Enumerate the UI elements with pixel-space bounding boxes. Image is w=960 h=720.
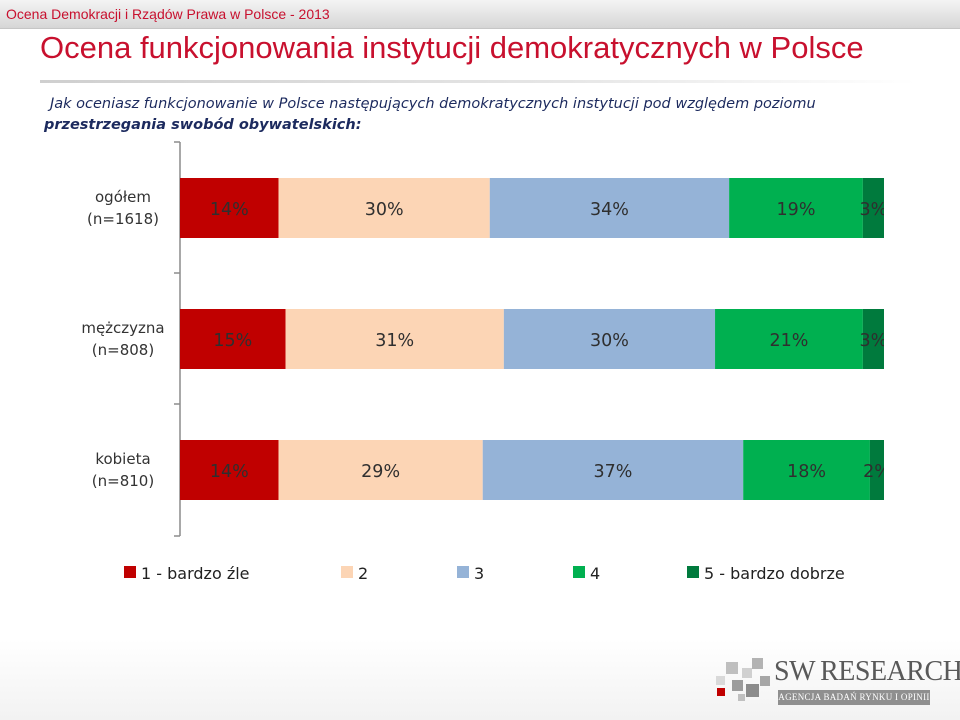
legend-swatch: [573, 566, 585, 578]
logo-subtitle: AGENCJA BADAŃ RYNKU I OPINII: [778, 690, 930, 705]
data-label: 34%: [590, 200, 629, 220]
category-label-line: mężczyzna: [81, 319, 164, 337]
legend-swatch: [341, 566, 353, 578]
category-label-line: kobieta: [95, 450, 150, 468]
logo-wordmark: SW RESEARCH: [774, 656, 960, 688]
logo-word-sw: SW: [774, 656, 816, 687]
bar-segment: [180, 309, 286, 369]
bar-segment: [715, 309, 863, 369]
bar-segment: [503, 309, 716, 369]
footer: [0, 640, 960, 720]
question-line-2: przestrzegania swobód obywatelskich:: [44, 117, 362, 133]
data-label: 14%: [210, 462, 249, 482]
legend-label: 4: [590, 564, 600, 583]
data-label: 31%: [375, 331, 414, 351]
bar-segment: [278, 440, 483, 500]
data-label: 37%: [594, 462, 633, 482]
top-bar: Ocena Demokracji i Rządów Prawa w Polsce…: [0, 0, 960, 29]
category-label-line: (n=810): [92, 472, 154, 490]
data-label: 19%: [777, 200, 816, 220]
logo-word-esearch: ESEARCH: [838, 656, 960, 687]
legend-label: 5 - bardzo dobrze: [704, 564, 845, 583]
legend-label: 2: [358, 564, 368, 583]
category-label: kobieta (n=810): [92, 450, 154, 490]
category-label: ogółem (n=1618): [87, 188, 159, 228]
question-line-1: Jak oceniasz funkcjonowanie w Polsce nas…: [50, 96, 816, 112]
category-label: mężczyzna (n=808): [81, 319, 164, 359]
survey-question: Jak oceniasz funkcjonowanie w Polsce nas…: [44, 94, 924, 136]
data-label: 15%: [213, 331, 252, 351]
bar-segment: [743, 440, 870, 500]
sw-research-logo: SW RESEARCH AGENCJA BADAŃ RYNKU I OPINII: [712, 654, 960, 710]
data-label: 18%: [787, 462, 826, 482]
category-label-line: ogółem: [95, 188, 151, 206]
data-label: 2%: [863, 462, 891, 482]
data-label: 29%: [361, 462, 400, 482]
data-label: 30%: [590, 331, 629, 351]
bar-segment: [180, 440, 279, 500]
bar-segment: [180, 178, 279, 238]
data-label: 3%: [860, 200, 888, 220]
legend-swatch: [687, 566, 699, 578]
logo-letter-r: R: [820, 656, 839, 687]
topbar-title: Ocena Demokracji i Rządów Prawa w Polsce…: [6, 6, 330, 22]
data-label: 21%: [770, 331, 809, 351]
category-label-line: (n=808): [92, 341, 154, 359]
legend-label: 1 - bardzo źle: [141, 564, 250, 583]
legend-swatch: [124, 566, 136, 578]
cubes-logo-icon: [716, 658, 770, 701]
data-label: 30%: [365, 200, 404, 220]
data-label: 3%: [860, 331, 888, 351]
data-label: 14%: [210, 200, 249, 220]
page-title: Ocena funkcjonowania instytucji demokrat…: [40, 30, 864, 65]
bar-segment: [285, 309, 504, 369]
bar-segment: [489, 178, 730, 238]
bar-segment: [278, 178, 490, 238]
bar-segment: [482, 440, 744, 500]
bar-segment: [869, 440, 884, 500]
bar-segment: [729, 178, 863, 238]
title-divider: [40, 80, 916, 83]
bar-segment: [862, 309, 884, 369]
bar-segment: [862, 178, 884, 238]
stacked-bar-chart: ogółem (n=1618) 14% 30% 34% 19% 3% mężczyzna (n=…: [81, 141, 891, 583]
legend-swatch: [457, 566, 469, 578]
category-label-line: (n=1618): [87, 210, 159, 228]
legend-label: 3: [474, 564, 484, 583]
